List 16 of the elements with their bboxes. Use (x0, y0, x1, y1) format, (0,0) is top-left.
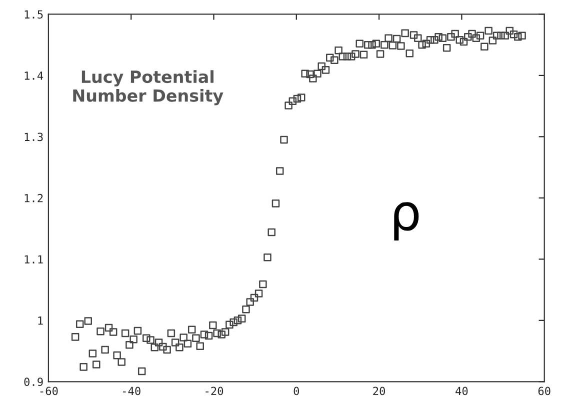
y-tick-label: 1.4 (24, 72, 44, 80)
y-tick-label: 1 (38, 316, 43, 325)
y-tick-label: 1.3 (24, 132, 43, 142)
y-tick-label: 1.2 (24, 194, 43, 202)
x-tick-label: 40 (456, 386, 468, 396)
annotation: Lucy Potential Number Density (73, 70, 224, 106)
y-tick-label: 1.5 (24, 10, 43, 19)
y-tick-label: 0.9 (24, 378, 43, 386)
annotation: ρ (394, 202, 419, 240)
x-tick-label: -40 (123, 386, 140, 396)
x-tick-label: 60 (538, 386, 550, 396)
x-tick-label: 0 (294, 386, 300, 396)
x-tick-label: -60 (40, 386, 58, 396)
x-tick-label: -20 (206, 386, 224, 396)
x-tick-label: 20 (373, 386, 386, 396)
y-tick-label: 1.1 (24, 255, 43, 264)
